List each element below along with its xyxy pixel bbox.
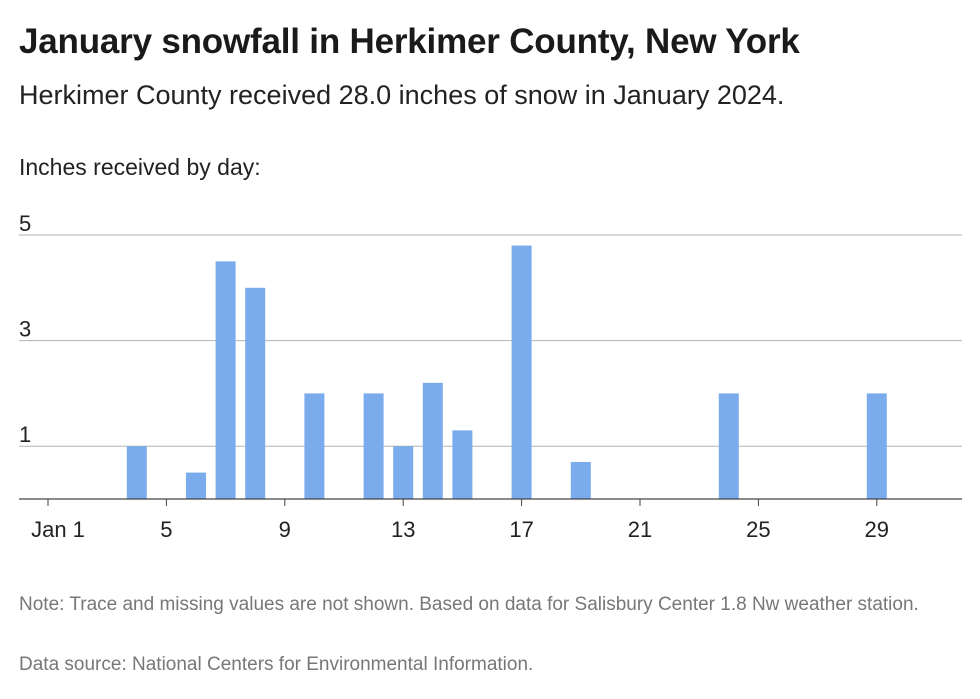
x-tick-label: 13: [391, 517, 415, 542]
chart-note: Note: Trace and missing values are not s…: [19, 594, 919, 615]
x-tick-label: 17: [509, 517, 533, 542]
data-source: Data source: National Centers for Enviro…: [19, 654, 534, 675]
x-tick-label: 5: [160, 517, 172, 542]
y-tick-label: 3: [19, 317, 31, 342]
x-tick-label: 25: [746, 517, 770, 542]
x-tick-label: 29: [865, 517, 889, 542]
bar-day-19: [570, 462, 591, 499]
x-tick-label: 9: [279, 517, 291, 542]
bar-day-14: [422, 382, 443, 499]
x-tick-label: 21: [628, 517, 652, 542]
chart-title: January snowfall in Herkimer County, New…: [19, 22, 800, 61]
bar-day-8: [245, 287, 266, 499]
chart-subtitle: Herkimer County received 28.0 inches of …: [19, 80, 785, 110]
bar-day-6: [186, 472, 206, 499]
bar-day-10: [304, 393, 325, 499]
bar-day-15: [452, 430, 473, 499]
bar-day-12: [363, 393, 384, 499]
y-tick-label: 1: [19, 422, 31, 447]
y-tick-label: 5: [19, 215, 31, 236]
x-tick-label: Jan 1: [31, 517, 85, 542]
bar-day-29: [866, 393, 887, 499]
bar-day-13: [393, 446, 414, 499]
bar-day-17: [511, 245, 532, 499]
bar-day-24: [718, 393, 739, 499]
y-axis-label: Inches received by day:: [19, 154, 261, 180]
bar-day-4: [126, 446, 147, 499]
bar-day-7: [215, 261, 236, 499]
